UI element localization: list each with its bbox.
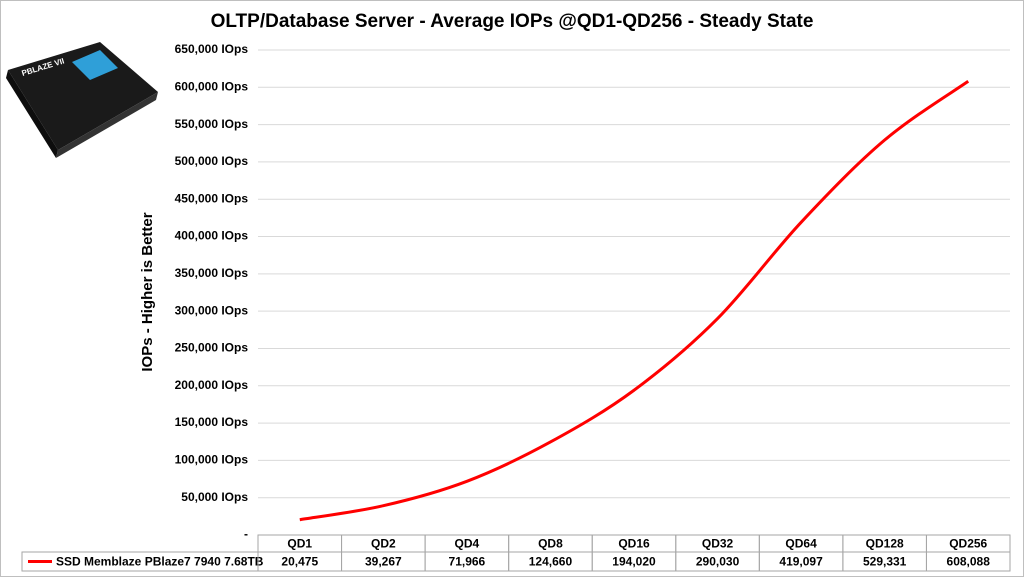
y-tick-label: 450,000 IOps — [175, 191, 249, 205]
value-label: 529,331 — [863, 555, 907, 569]
value-label: 419,097 — [779, 555, 823, 569]
y-tick-label: 50,000 IOps — [181, 490, 248, 504]
y-tick-label: 100,000 IOps — [175, 453, 249, 467]
series-line — [299, 80, 970, 522]
value-label: 608,088 — [947, 555, 991, 569]
y-tick-label: 650,000 IOps — [175, 42, 249, 56]
y-tick-label: - — [244, 527, 248, 541]
value-label: 124,660 — [529, 555, 573, 569]
value-label: 39,267 — [365, 555, 402, 569]
y-axis-title: IOPs - Higher is Better — [139, 212, 156, 371]
x-tick-label: QD64 — [785, 537, 817, 551]
y-tick-label: 400,000 IOps — [175, 229, 249, 243]
y-tick-label: 500,000 IOps — [175, 154, 249, 168]
y-tick-label: 600,000 IOps — [175, 79, 249, 93]
y-tick-label: 550,000 IOps — [175, 117, 249, 131]
value-label: 290,030 — [696, 555, 740, 569]
table-cell — [925, 551, 1011, 572]
x-tick-label: QD256 — [949, 537, 987, 551]
x-tick-label: QD32 — [702, 537, 734, 551]
value-label: 71,966 — [449, 555, 486, 569]
x-tick-label: QD8 — [538, 537, 563, 551]
y-tick-label: 200,000 IOps — [175, 378, 249, 392]
y-tick-label: 250,000 IOps — [175, 341, 249, 355]
x-tick-label: QD4 — [455, 537, 480, 551]
x-tick-label: QD16 — [618, 537, 650, 551]
x-tick-label: QD1 — [287, 537, 312, 551]
y-tick-label: 350,000 IOps — [175, 266, 249, 280]
product-image: PBLAZE VII — [6, 42, 158, 158]
x-tick-label: QD2 — [371, 537, 396, 551]
value-label: 194,020 — [612, 555, 656, 569]
y-tick-label: 300,000 IOps — [175, 303, 249, 317]
legend-label: SSD Memblaze PBlaze7 7940 7.68TB — [56, 555, 264, 569]
value-label: 20,475 — [281, 555, 318, 569]
chart-title: OLTP/Database Server - Average IOPs @QD1… — [211, 11, 814, 32]
y-tick-label: 150,000 IOps — [175, 415, 249, 429]
x-tick-label: QD128 — [866, 537, 904, 551]
